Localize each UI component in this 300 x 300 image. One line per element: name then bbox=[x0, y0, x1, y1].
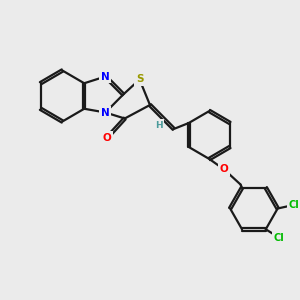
Text: N: N bbox=[101, 107, 110, 118]
Text: Cl: Cl bbox=[274, 233, 284, 243]
Text: N: N bbox=[101, 71, 110, 82]
Text: Cl: Cl bbox=[289, 200, 299, 210]
Text: O: O bbox=[220, 164, 229, 175]
Text: H: H bbox=[155, 121, 163, 130]
Text: O: O bbox=[103, 133, 111, 143]
Text: S: S bbox=[136, 74, 143, 85]
